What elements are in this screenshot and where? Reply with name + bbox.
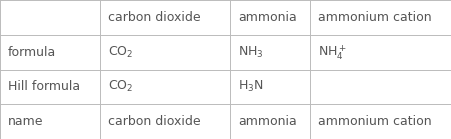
Text: name: name bbox=[8, 115, 43, 128]
Text: ammonium cation: ammonium cation bbox=[318, 11, 431, 24]
Text: $\mathregular{CO_2}$: $\mathregular{CO_2}$ bbox=[108, 45, 133, 60]
Text: carbon dioxide: carbon dioxide bbox=[108, 11, 200, 24]
Text: $\mathregular{NH_3}$: $\mathregular{NH_3}$ bbox=[238, 45, 263, 60]
Text: ammonia: ammonia bbox=[238, 11, 296, 24]
Text: formula: formula bbox=[8, 46, 56, 59]
Text: $\mathregular{NH_4^+}$: $\mathregular{NH_4^+}$ bbox=[318, 43, 346, 62]
Text: carbon dioxide: carbon dioxide bbox=[108, 115, 200, 128]
Text: $\mathregular{CO_2}$: $\mathregular{CO_2}$ bbox=[108, 79, 133, 94]
Text: ammonium cation: ammonium cation bbox=[318, 115, 431, 128]
Text: ammonia: ammonia bbox=[238, 115, 296, 128]
Text: Hill formula: Hill formula bbox=[8, 80, 80, 93]
Text: $\mathregular{H_3N}$: $\mathregular{H_3N}$ bbox=[238, 79, 263, 94]
